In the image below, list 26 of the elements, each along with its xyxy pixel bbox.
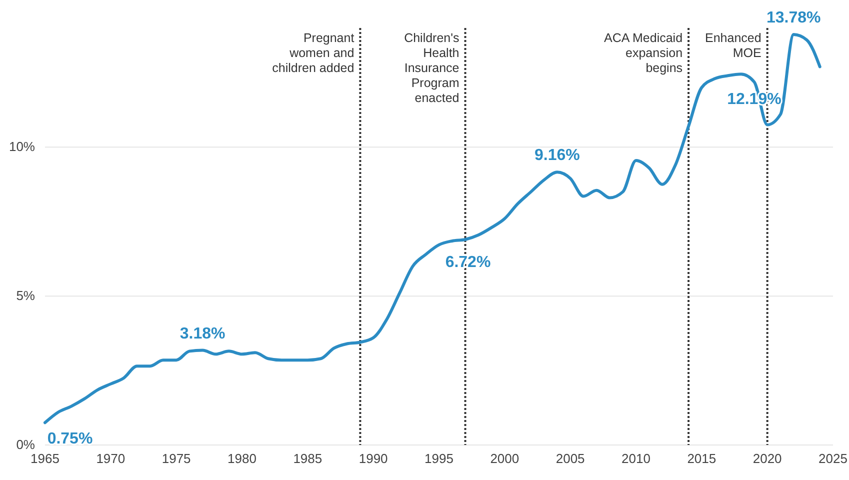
x-tick-label: 1985 [293,451,322,466]
x-tick-label: 2000 [490,451,520,466]
data-label: 6.72% [445,254,491,271]
ref-line-label: Pregnant women and children added [272,31,355,75]
x-tick-label: 1990 [358,451,388,466]
x-tick-label: 2005 [556,451,585,466]
data-label: 9.16% [534,147,580,164]
y-tick-label: 5% [16,288,36,304]
y-tick-label: 0% [16,437,36,452]
ref-line-label: ACA Medicaid expansion begins [604,31,683,75]
data-label: 13.78% [766,10,821,27]
x-tick-label: 1995 [424,451,454,466]
line-series [44,33,822,424]
data-label: 3.18% [180,325,226,342]
ref-line-label: Children's Health Insurance Program enacted [404,31,460,105]
x-tick-label: 2010 [622,451,650,466]
x-tick-label: 2025 [818,451,848,466]
x-tick-label: 1965 [30,451,60,466]
x-tick-label: 1980 [228,451,256,466]
x-tick-label: 2020 [752,451,782,466]
x-tick-label: 1970 [96,451,126,466]
x-tick-label: 1975 [162,451,191,466]
x-tick-label: 2015 [687,451,716,466]
y-tick-label: 10% [8,139,36,154]
data-label: 0.75% [47,430,93,448]
ref-line-label: Enhanced MOE [705,31,762,60]
